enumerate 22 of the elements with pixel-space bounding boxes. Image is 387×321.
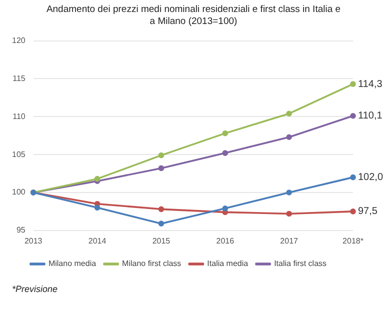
x-tick-label: 2013 — [24, 236, 43, 246]
data-label: 97,5 — [358, 206, 378, 218]
data-label: 114,3 — [358, 78, 383, 90]
y-tick-label: 100 — [12, 188, 26, 197]
y-tick-label: 105 — [12, 150, 26, 159]
chart-title: Andamento dei prezzi medi nominali residenziali e first class in Italia e a Milano (2013=100) — [45, 4, 342, 28]
y-tick-label: 120 — [12, 36, 26, 46]
text: *Previsione — [12, 284, 59, 294]
x-tick-label: 2014 — [88, 236, 107, 246]
x-tick-label: 2017 — [280, 236, 299, 246]
y-tick-label: 110 — [12, 112, 26, 121]
data-label: 110,1 — [358, 110, 383, 122]
y-tick-label: 95 — [16, 226, 26, 235]
x-tick-label: 2016 — [216, 236, 235, 246]
x-tick-label: 2015 — [152, 236, 171, 246]
y-tick-label: 115 — [12, 74, 26, 83]
legend-label: Milano media — [48, 259, 97, 268]
data-label: 102,0 — [358, 172, 384, 184]
legend-label: Milano first class — [122, 259, 182, 268]
x-tick-label: 2018* — [342, 236, 364, 246]
legend-label: Italia first class — [274, 259, 327, 268]
legend-label: Italia media — [207, 259, 249, 268]
